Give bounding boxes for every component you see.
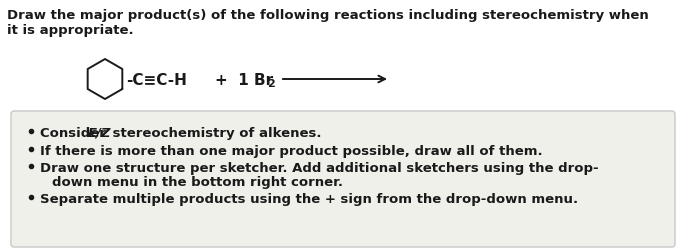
Text: 2: 2 <box>267 79 275 89</box>
Text: Draw one structure per sketcher. Add additional sketchers using the drop-: Draw one structure per sketcher. Add add… <box>40 161 599 174</box>
Text: it is appropriate.: it is appropriate. <box>7 24 133 37</box>
Text: If there is more than one major product possible, draw all of them.: If there is more than one major product … <box>40 144 543 158</box>
Text: +  1 Br: + 1 Br <box>215 73 273 88</box>
Text: -C≡C-H: -C≡C-H <box>126 73 187 88</box>
Text: Consider: Consider <box>40 127 111 139</box>
Text: Draw the major product(s) of the following reactions including stereochemistry w: Draw the major product(s) of the followi… <box>7 9 649 22</box>
Text: Separate multiple products using the + sign from the drop-down menu.: Separate multiple products using the + s… <box>40 192 578 205</box>
Text: E/Z: E/Z <box>88 127 111 139</box>
Text: stereochemistry of alkenes.: stereochemistry of alkenes. <box>108 127 321 139</box>
Text: down menu in the bottom right corner.: down menu in the bottom right corner. <box>52 175 343 188</box>
FancyBboxPatch shape <box>11 112 675 247</box>
